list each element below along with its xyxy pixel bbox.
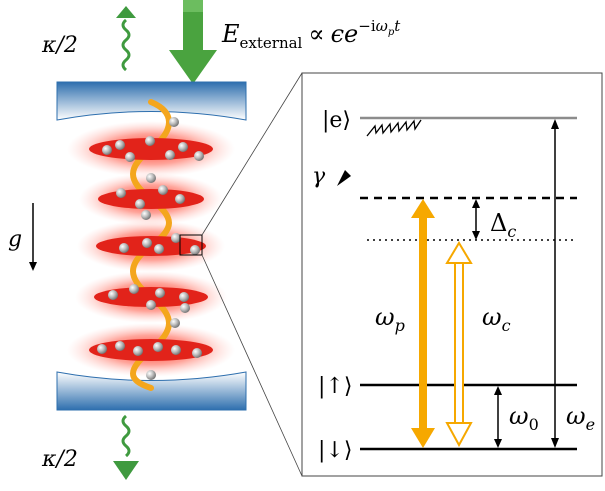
atom xyxy=(115,140,125,150)
zoom-line xyxy=(201,72,303,236)
atom xyxy=(192,348,202,358)
antinode-disc xyxy=(94,287,208,307)
excited-arrow-icon xyxy=(551,119,559,448)
atom xyxy=(108,290,118,300)
pump-frequency-label: ωp xyxy=(375,303,405,335)
cavity-frequency-label: ωc xyxy=(482,303,511,335)
atom xyxy=(146,173,156,183)
gravity-label: g xyxy=(8,227,22,252)
atom xyxy=(158,185,168,195)
excited-frequency-label: ωe xyxy=(566,402,595,434)
spin-up-level-label: |↑⟩ xyxy=(318,374,352,399)
zoom-line xyxy=(201,254,303,477)
loss-top-arrow-icon xyxy=(116,6,136,72)
atom xyxy=(116,188,126,198)
atom xyxy=(146,300,156,310)
atoms xyxy=(97,117,204,380)
atom xyxy=(133,346,143,356)
atom xyxy=(141,210,151,220)
cavity-transition-arrow-icon xyxy=(445,241,473,448)
atom xyxy=(125,152,135,162)
zeeman-frequency-label: ω0 xyxy=(509,402,539,434)
atom xyxy=(178,142,188,152)
pump-arrow-icon xyxy=(169,0,217,84)
atom xyxy=(146,370,156,380)
pump-transition-arrow-icon xyxy=(411,199,435,448)
atom xyxy=(180,303,190,313)
excited-level-label: |e⟩ xyxy=(322,108,351,133)
atom xyxy=(171,233,181,243)
detuning-arrow-icon xyxy=(472,199,480,240)
decay-arrow-icon xyxy=(337,119,422,186)
gravity-arrow-icon xyxy=(29,203,37,271)
atom xyxy=(190,245,200,255)
bottom-mirror xyxy=(56,371,247,411)
atom xyxy=(97,344,107,354)
atom xyxy=(154,244,164,254)
loss-bottom-arrow-icon xyxy=(113,414,139,480)
atom xyxy=(175,194,185,204)
atom xyxy=(194,151,204,161)
detuning-label: Δc xyxy=(490,209,516,241)
atom xyxy=(115,341,125,351)
atom xyxy=(179,292,189,302)
atom xyxy=(153,342,163,352)
loss-bottom-label: κ/2 xyxy=(41,447,78,472)
zeeman-arrow-icon xyxy=(494,386,502,448)
atom xyxy=(145,136,155,146)
cavity: Eexternal ∝ ϵe−iωpt κ/2 κ/2 g xyxy=(8,0,401,480)
spin-down-level-label: |↓⟩ xyxy=(318,438,352,463)
atom xyxy=(170,318,180,328)
atom xyxy=(102,145,112,155)
atom xyxy=(171,345,181,355)
atom xyxy=(119,243,129,253)
level-scheme-frame xyxy=(301,72,603,477)
loss-top-label: κ/2 xyxy=(41,33,78,58)
antinode-disc xyxy=(98,189,204,209)
atom xyxy=(155,288,165,298)
atom xyxy=(169,117,179,127)
atom xyxy=(135,199,145,209)
atom xyxy=(129,284,139,294)
zoom-box xyxy=(179,234,203,256)
pump-field-label: Eexternal ∝ ϵe−iωpt xyxy=(221,17,401,52)
decay-label: γ xyxy=(312,164,326,189)
atom xyxy=(165,150,175,160)
level-scheme: |e⟩ γ Δc |↑⟩ |↓⟩ xyxy=(301,72,603,477)
atom xyxy=(142,238,152,248)
